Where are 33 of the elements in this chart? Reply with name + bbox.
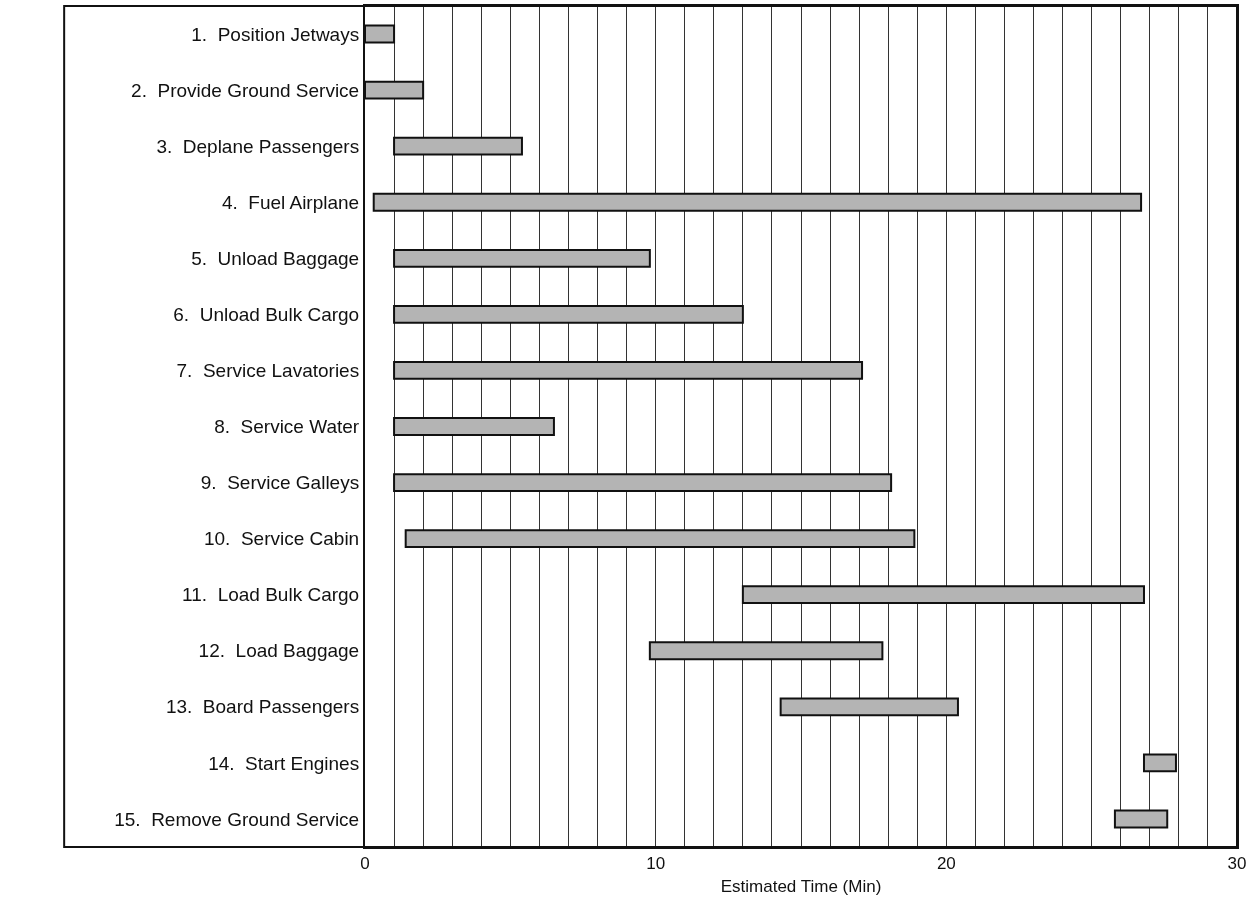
y-tick-label: 14. Start Engines <box>208 752 360 774</box>
bar <box>372 192 1143 212</box>
x-axis-title: Estimated Time (Min) <box>720 877 882 897</box>
bar <box>741 585 1145 605</box>
x-tick-label: 0 <box>360 854 370 874</box>
y-tick-label: 11. Load Bulk Cargo <box>182 584 360 606</box>
x-tick-label: 30 <box>1227 854 1247 874</box>
bar <box>393 136 523 156</box>
bar <box>779 697 959 717</box>
x-tick-label: 20 <box>936 854 956 874</box>
x-tick-label: 10 <box>646 854 666 874</box>
y-tick-label: 13. Board Passengers <box>165 696 360 718</box>
y-tick-label: 8. Service Water <box>214 416 360 438</box>
y-tick-label: 9. Service Galleys <box>200 472 360 494</box>
bar <box>648 641 884 661</box>
y-tick-label: 1. Position Jetways <box>191 23 360 45</box>
bar <box>393 417 555 436</box>
bar <box>393 248 651 268</box>
bar <box>404 529 916 549</box>
y-tick-label: 10. Service Cabin <box>203 528 360 550</box>
y-tick-label: 3. Deplane Passengers <box>156 135 360 157</box>
bar <box>1142 753 1177 773</box>
y-tick-label: 6. Unload Bulk Cargo <box>173 304 360 326</box>
bar <box>393 304 744 324</box>
y-tick-label: 15. Remove Ground Service <box>114 808 360 830</box>
bar <box>393 361 864 380</box>
bar <box>393 473 893 492</box>
bar <box>1113 809 1169 829</box>
y-tick-label: 12. Load Baggage <box>198 640 360 662</box>
y-tick-label: 4. Fuel Airplane <box>221 191 360 213</box>
y-tick-label: 7. Service Lavatories <box>176 360 360 382</box>
y-tick-label: 2. Provide Ground Service <box>131 79 360 101</box>
y-tick-label: 5. Unload Baggage <box>191 247 360 269</box>
